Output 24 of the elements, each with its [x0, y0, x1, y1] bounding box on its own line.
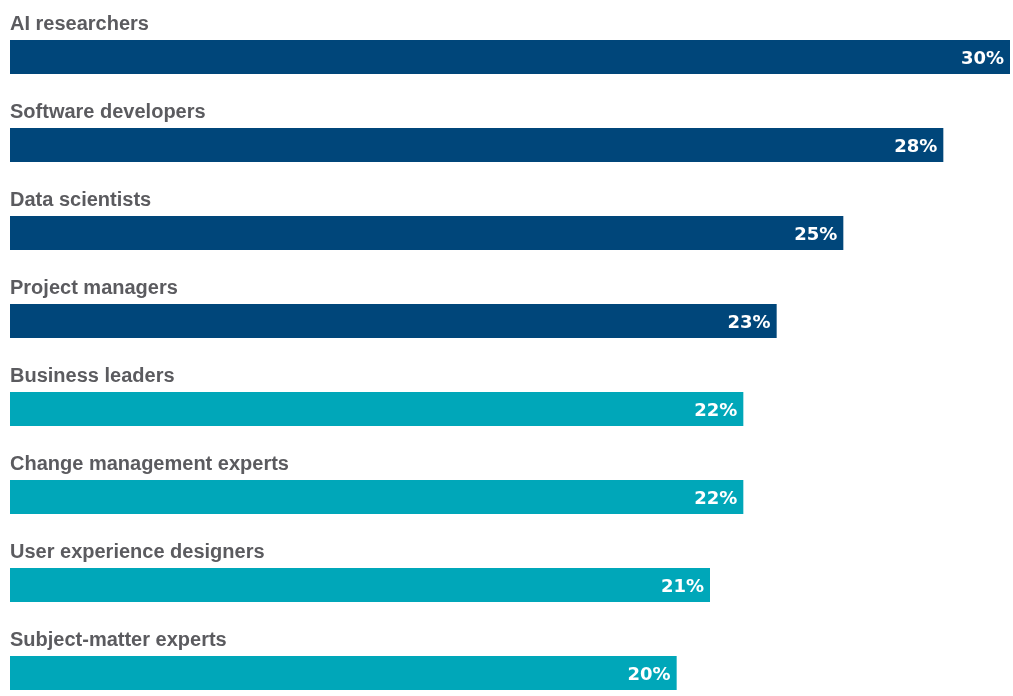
bar — [10, 568, 710, 602]
bar — [10, 216, 844, 250]
y-tick-label: Subject-matter experts — [10, 628, 227, 650]
bar — [10, 392, 744, 426]
y-tick-label: Data scientists — [10, 188, 152, 210]
bar — [10, 128, 944, 162]
y-tick-label: Business leaders — [10, 364, 175, 386]
y-tick-label: Project managers — [10, 276, 178, 298]
bar — [10, 480, 744, 514]
data-label: 30% — [960, 47, 1004, 68]
data-label: 22% — [694, 399, 738, 420]
bar — [10, 304, 777, 338]
bar — [10, 40, 1010, 74]
bar — [10, 656, 677, 690]
data-label: 25% — [794, 223, 838, 244]
y-tick-label: Change management experts — [10, 452, 289, 474]
y-tick-label: Software developers — [10, 100, 206, 122]
data-label: 23% — [727, 311, 771, 332]
data-label: 28% — [894, 135, 938, 156]
y-tick-label: AI researchers — [10, 12, 149, 34]
data-label: 22% — [694, 487, 738, 508]
data-label: 21% — [660, 575, 704, 596]
data-label: 20% — [627, 663, 671, 684]
y-tick-label: User experience designers — [10, 540, 265, 562]
